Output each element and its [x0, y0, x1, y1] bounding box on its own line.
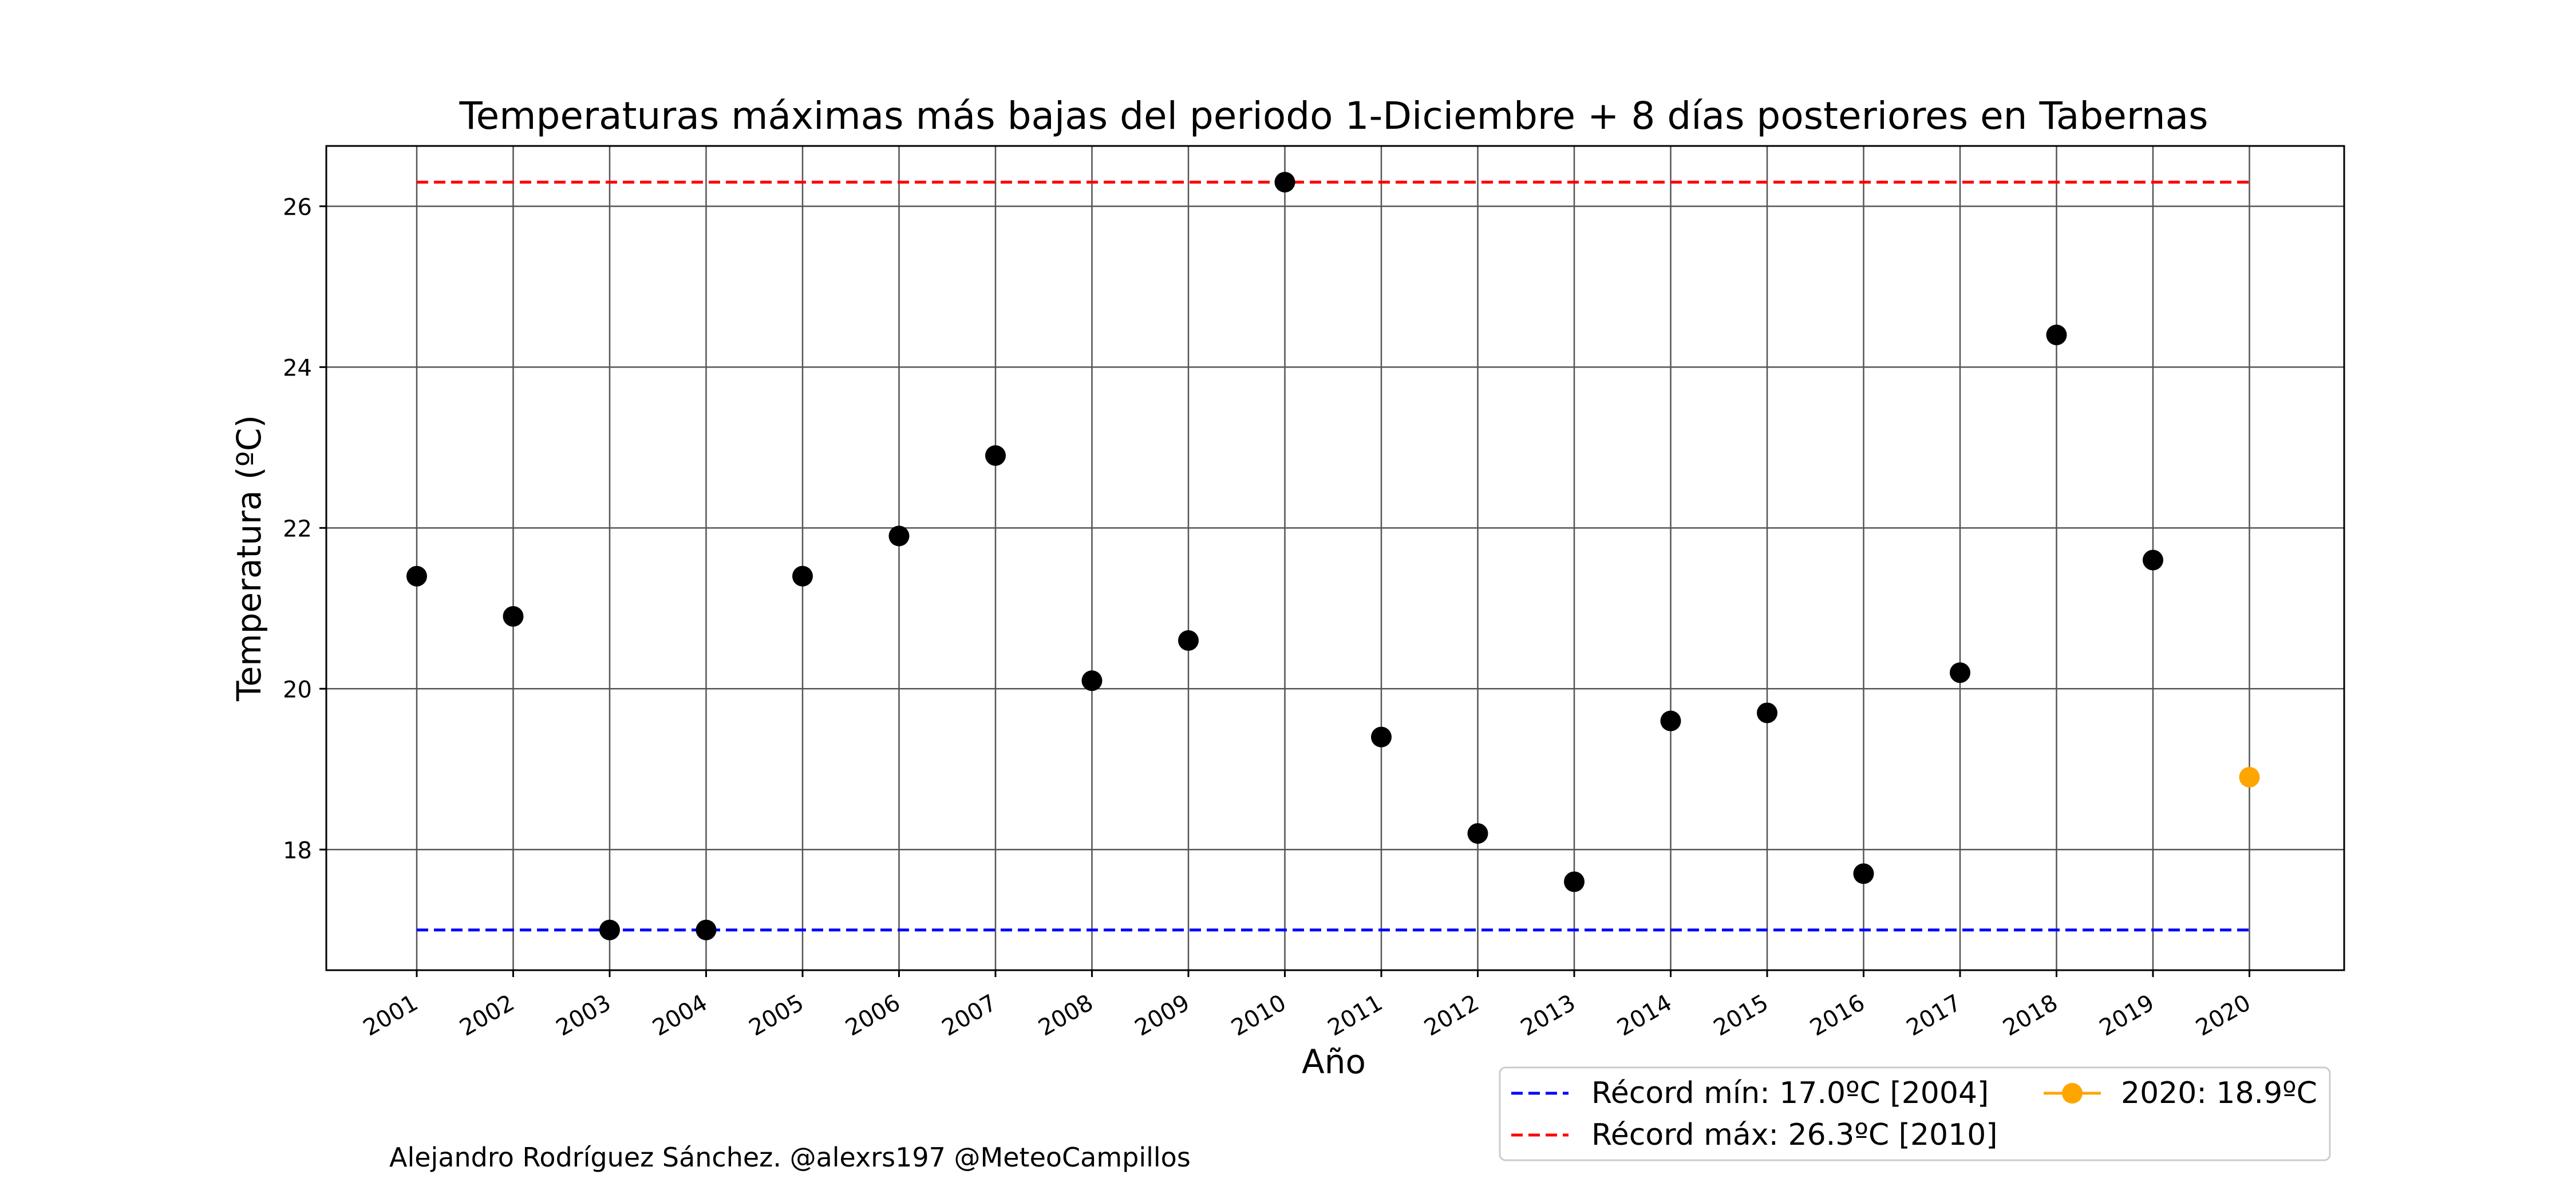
x-tick-label: 2012 — [1420, 990, 1483, 1042]
y-tick-label: 22 — [283, 516, 312, 542]
x-axis-ticks: 2001 2002 2003 2004 2005 2006 2007 2008 2009 2010… — [359, 970, 2255, 1042]
data-point — [985, 445, 1006, 466]
plot-frame — [325, 145, 2345, 971]
y-tick-label: 24 — [283, 355, 312, 381]
data-point — [1660, 710, 1681, 732]
data-point — [503, 606, 524, 627]
x-tick-label: 2015 — [1709, 990, 1773, 1042]
x-tick-label: 2018 — [1998, 990, 2062, 1042]
chart-title: Temperaturas máximas más bajas del perio… — [459, 94, 2208, 138]
grid — [326, 146, 2344, 970]
y-axis-ticks: 18 20 22 24 26 — [283, 194, 326, 864]
x-tick-label: 2020 — [2191, 990, 2255, 1042]
data-point — [599, 919, 620, 940]
x-tick-label: 2017 — [1902, 990, 1966, 1042]
legend-label-max: Récord máx: 26.3ºC [2010] — [1591, 1118, 1998, 1152]
x-tick-label: 2003 — [552, 990, 615, 1042]
legend-box — [1499, 1066, 2331, 1161]
data-point — [1081, 670, 1103, 691]
data-point-2020 — [2239, 766, 2260, 788]
x-tick-label: 2013 — [1516, 990, 1580, 1042]
x-tick-label: 2005 — [745, 990, 808, 1042]
data-point — [406, 566, 427, 587]
x-tick-label: 2008 — [1034, 990, 1097, 1042]
reference-lines — [417, 180, 2250, 932]
x-tick-label: 2016 — [1805, 990, 1869, 1042]
footer-credit: Alejandro Rodríguez Sánchez. @alexrs197 … — [389, 1142, 1191, 1173]
y-axis-label: Temperatura (ºC) — [230, 415, 268, 702]
x-tick-label: 2014 — [1613, 990, 1676, 1042]
data-point — [2046, 325, 2067, 346]
x-tick-label: 2006 — [841, 990, 904, 1042]
x-tick-label: 2001 — [359, 990, 422, 1042]
x-tick-label: 2010 — [1227, 990, 1290, 1042]
y-tick-label: 20 — [283, 677, 312, 703]
x-tick-label: 2007 — [938, 990, 1001, 1042]
data-point — [1564, 871, 1585, 892]
legend-label-min: Récord mín: 17.0ºC [2004] — [1591, 1076, 1989, 1110]
data-point — [1371, 726, 1392, 748]
x-tick-label: 2011 — [1323, 990, 1387, 1042]
data-point — [1274, 172, 1295, 193]
data-point — [2143, 549, 2163, 571]
legend-marker-2020 — [2062, 1083, 2083, 1104]
x-tick-label: 2019 — [2095, 990, 2159, 1042]
data-point — [792, 566, 813, 587]
data-point — [1178, 630, 1199, 651]
x-tick-label: 2002 — [455, 990, 519, 1042]
legend-label-2020: 2020: 18.9ºC — [2121, 1076, 2317, 1110]
x-axis-label: Año — [1302, 1042, 1366, 1081]
data-point — [1757, 702, 1777, 723]
x-tick-label: 2009 — [1131, 990, 1194, 1042]
data-point — [888, 525, 910, 547]
y-tick-label: 26 — [283, 194, 312, 220]
data-points — [406, 172, 2260, 940]
y-tick-label: 18 — [283, 837, 312, 864]
data-point — [1467, 823, 1488, 844]
data-point — [696, 919, 717, 940]
data-point — [1853, 863, 1874, 884]
x-tick-label: 2004 — [648, 990, 712, 1042]
legend: Récord mín: 17.0ºC [2004] Récord máx: 26… — [1499, 1066, 2331, 1161]
data-point — [1950, 662, 1970, 683]
